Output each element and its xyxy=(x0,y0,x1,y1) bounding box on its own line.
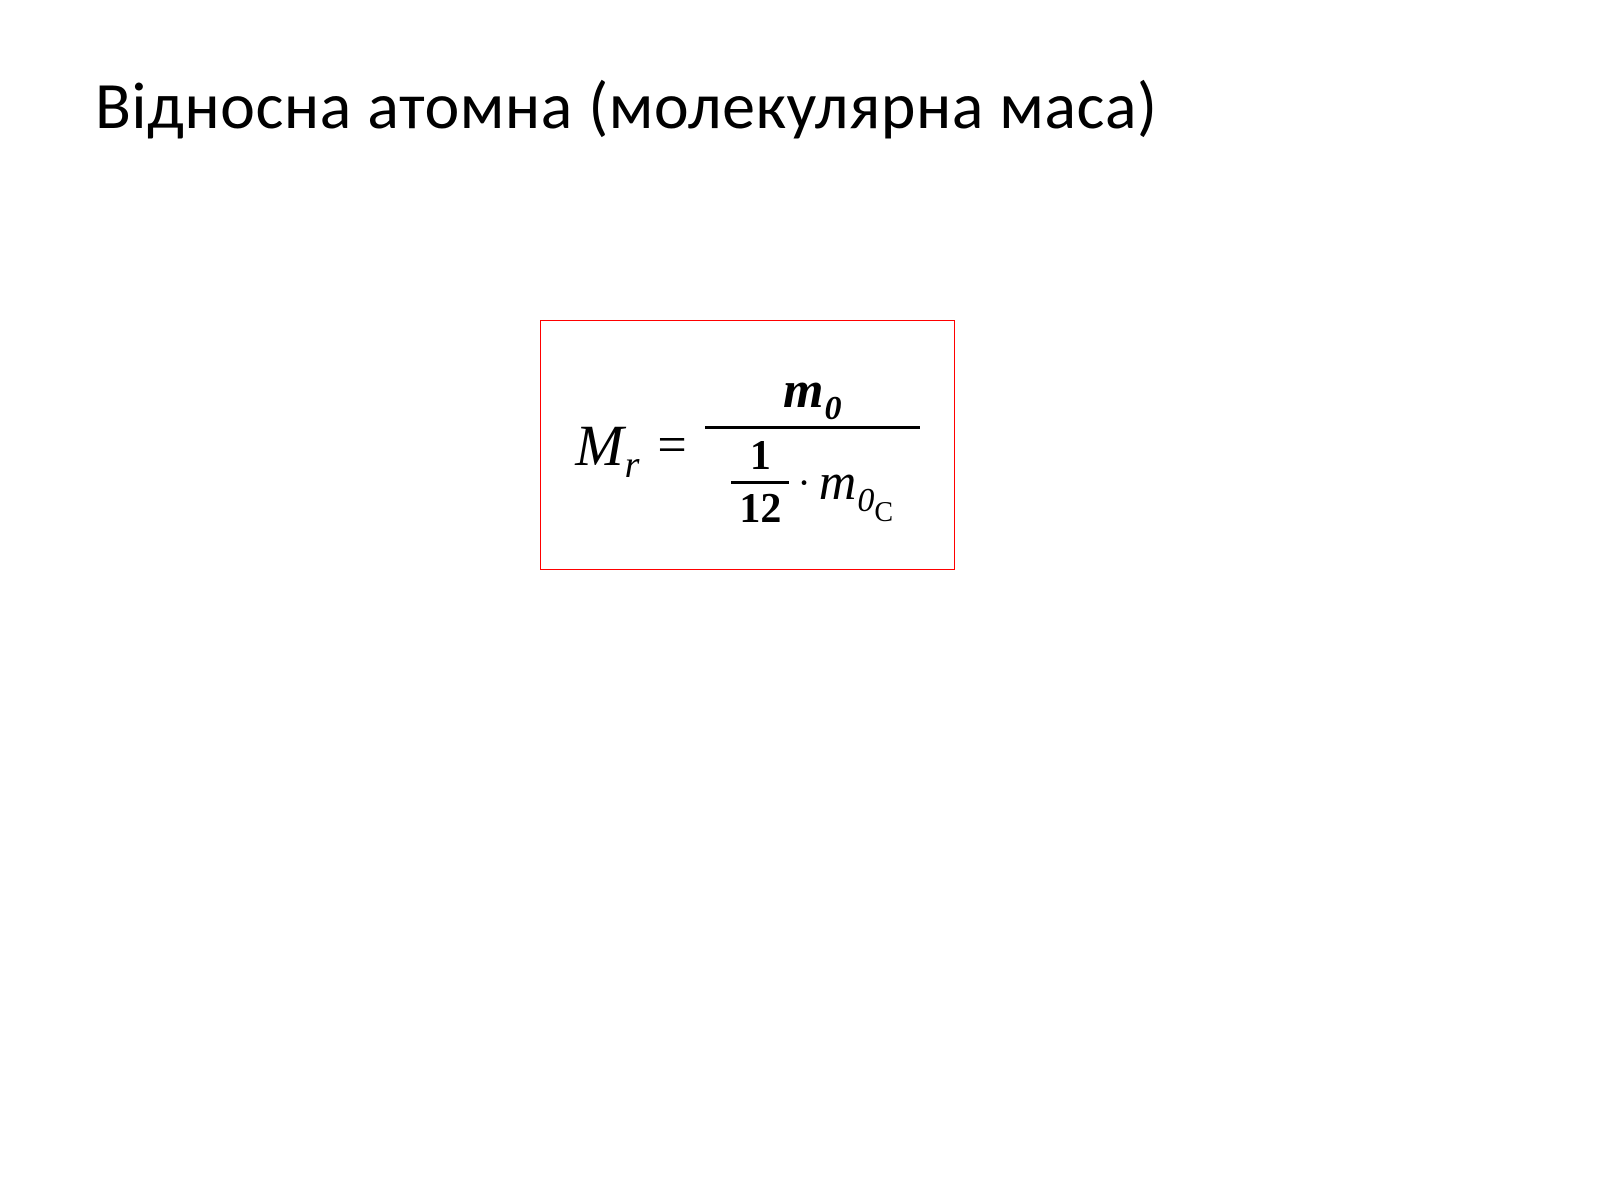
numerator: m 0 xyxy=(783,361,841,424)
denom-subscript-1: 0 xyxy=(857,482,874,520)
formula-lhs: M r xyxy=(575,412,639,479)
numerator-symbol: m xyxy=(783,361,823,420)
equals-sign: = xyxy=(657,416,686,475)
lhs-subscript: r xyxy=(625,443,640,487)
slide-title: Відносна атомна (молекулярна маса) xyxy=(95,65,1158,146)
formula-box: M r = m 0 1 12 · m 0 C xyxy=(540,320,955,570)
inner-fraction: 1 12 xyxy=(731,435,789,530)
inner-frac-bar xyxy=(731,481,789,484)
denom-symbol: m xyxy=(819,453,857,512)
formula: M r = m 0 1 12 · m 0 C xyxy=(575,361,919,530)
multiplication-dot: · xyxy=(797,459,810,506)
inner-frac-top: 1 xyxy=(750,435,771,477)
denom-subscript-2: C xyxy=(874,497,893,529)
numerator-subscript: 0 xyxy=(824,390,841,428)
denominator: 1 12 · m 0 C xyxy=(731,431,893,530)
fraction-bar xyxy=(705,426,920,429)
denominator-m0c: m 0 C xyxy=(819,453,893,512)
lhs-symbol: M xyxy=(575,412,623,479)
main-fraction: m 0 1 12 · m 0 C xyxy=(705,361,920,530)
inner-frac-bottom: 12 xyxy=(739,488,781,530)
